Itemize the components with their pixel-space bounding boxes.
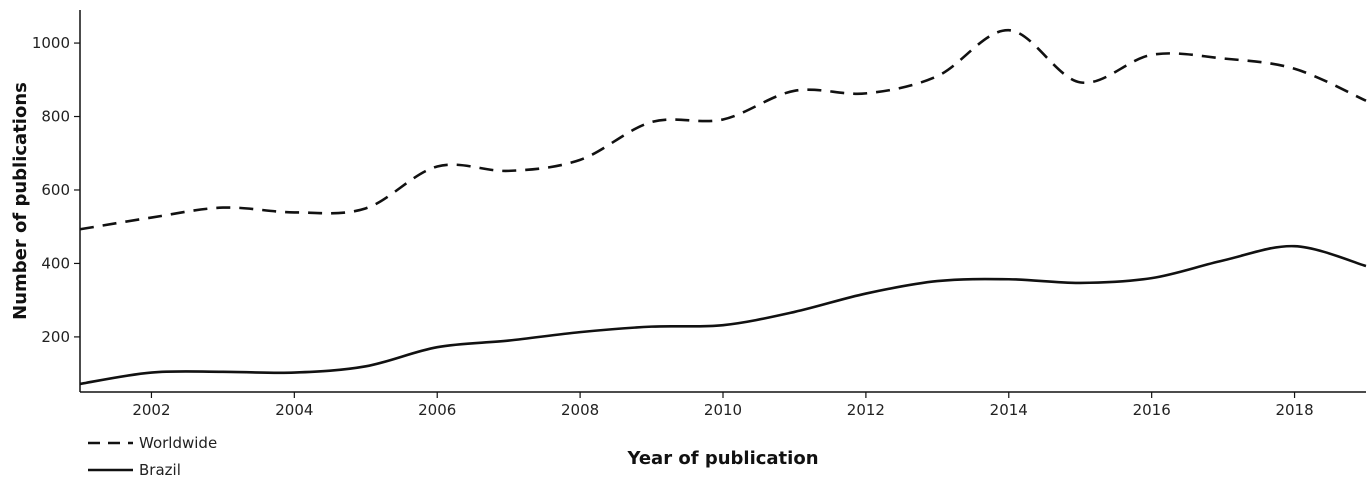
x-tick-label: 2010 (704, 401, 742, 419)
legend-label-worldwide: Worldwide (139, 434, 217, 452)
x-tick-label: 2004 (275, 401, 313, 419)
legend: Worldwide Brazil (88, 434, 217, 478)
x-tick-label: 2008 (561, 401, 599, 419)
x-tick-label: 2012 (847, 401, 885, 419)
x-tick-label: 2002 (132, 401, 170, 419)
x-tick-label: 2014 (990, 401, 1028, 419)
series-layer (79, 28, 1367, 386)
y-tick-label: 600 (41, 181, 70, 199)
series-line-worldwide (79, 28, 1367, 231)
series-line-brazil (79, 244, 1367, 386)
y-tick-label: 200 (41, 328, 70, 346)
x-tick-label: 2006 (418, 401, 456, 419)
x-axis-ticks: 2002 2004 2006 2008 2010 2012 2014 2016 2018 (132, 392, 1314, 419)
y-tick-label: 1000 (32, 34, 70, 52)
y-tick-label: 400 (41, 254, 70, 272)
y-axis-title: Number of publications (10, 82, 31, 320)
legend-label-brazil: Brazil (139, 461, 181, 478)
x-axis-title: Year of publication (626, 448, 818, 469)
axes: 2002 2004 2006 2008 2010 2012 2014 2016 2018 200… (32, 10, 1366, 419)
x-tick-label: 2016 (1133, 401, 1171, 419)
y-tick-label: 800 (41, 108, 70, 126)
y-axis-ticks: 200 400 600 800 1000 (32, 34, 80, 346)
x-tick-label: 2018 (1275, 401, 1313, 419)
